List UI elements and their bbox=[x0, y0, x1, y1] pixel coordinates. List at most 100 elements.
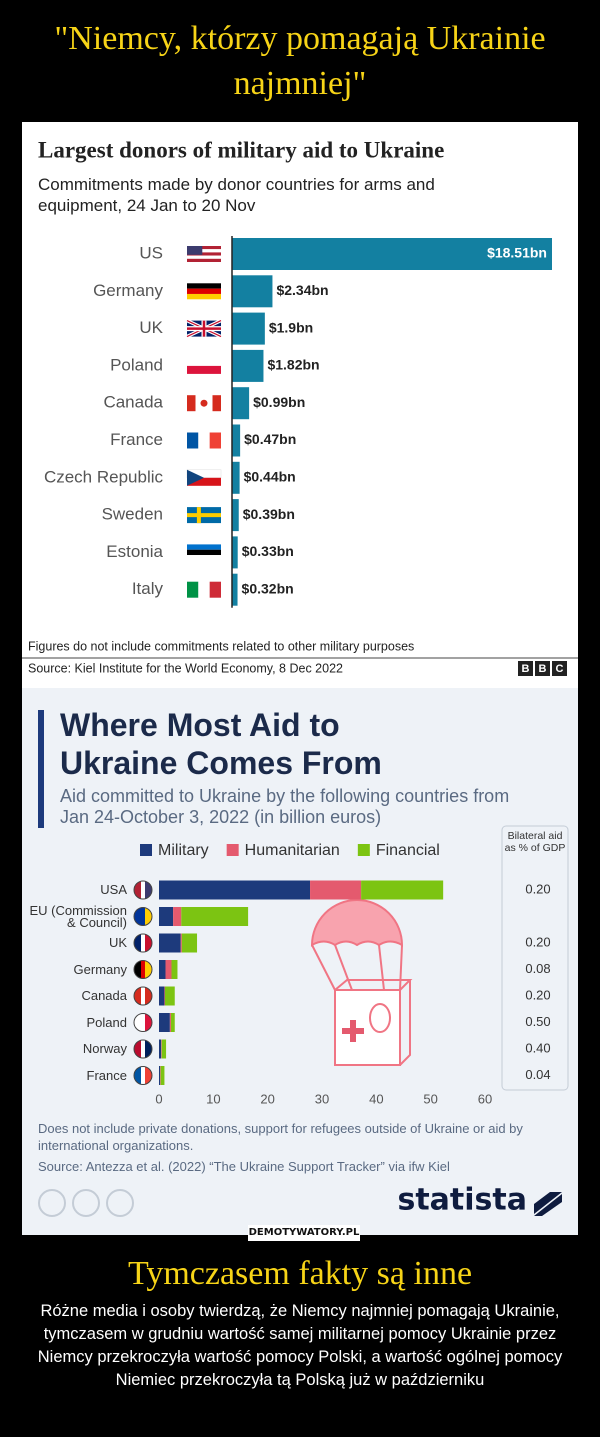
flag-stripe bbox=[187, 555, 221, 561]
bar bbox=[232, 238, 552, 270]
bar-segment bbox=[164, 986, 175, 1006]
value-label: $1.9bn bbox=[269, 319, 313, 335]
category-label: EU (Commission & Council) bbox=[29, 902, 127, 930]
value-label: $0.39bn bbox=[243, 506, 295, 522]
chart-source: Source: Kiel Institute for the World Eco… bbox=[28, 661, 343, 675]
bar bbox=[232, 536, 238, 569]
bar-segment bbox=[180, 933, 182, 953]
flag-stripe bbox=[209, 432, 221, 449]
bar bbox=[232, 387, 250, 420]
bar-segment bbox=[159, 1066, 161, 1085]
flag bbox=[134, 960, 143, 979]
flag bbox=[143, 934, 152, 952]
flag-cross bbox=[187, 507, 221, 524]
legend-label: Humanitarian bbox=[245, 842, 340, 859]
gdp-box bbox=[501, 825, 569, 1091]
bar-segment bbox=[173, 907, 182, 926]
bar-segment bbox=[181, 907, 249, 926]
logo-box bbox=[535, 661, 550, 676]
x-tick-label: 0 bbox=[155, 1091, 162, 1106]
category-label: France bbox=[86, 1067, 127, 1083]
footer-title: Tymczasem fakty są inne bbox=[127, 1255, 473, 1292]
flag-stripe bbox=[187, 432, 199, 449]
category-label: Estonia bbox=[106, 542, 163, 561]
flag-outline bbox=[133, 986, 153, 1006]
footer-text: Różne media i osoby twierdzą, że Niemcy … bbox=[37, 1302, 563, 1389]
flag-outline bbox=[133, 1013, 153, 1032]
flag-outline bbox=[133, 880, 153, 900]
flag-stripe bbox=[187, 395, 196, 412]
flag-stripe bbox=[212, 395, 221, 412]
bar-segment bbox=[165, 960, 172, 979]
gdp-value: 0.50 bbox=[525, 1014, 550, 1029]
flag bbox=[134, 1040, 143, 1058]
bar-segment bbox=[361, 880, 444, 900]
flag-outline bbox=[133, 933, 153, 953]
bar bbox=[232, 573, 238, 606]
gdp-value: 0.04 bbox=[525, 1067, 550, 1082]
category-label: Norway bbox=[82, 1041, 127, 1056]
legend-swatch bbox=[140, 844, 152, 856]
flag-outline bbox=[133, 1066, 153, 1085]
category-label: Germany bbox=[93, 281, 163, 300]
flag-outline bbox=[133, 960, 153, 979]
flag bbox=[143, 881, 152, 899]
flag bbox=[143, 1066, 152, 1085]
flag bbox=[134, 987, 143, 1005]
flag-stripe bbox=[204, 395, 213, 412]
flag-canton bbox=[187, 246, 203, 255]
flag bbox=[134, 881, 143, 899]
flag bbox=[143, 960, 152, 979]
x-tick-label: 10 bbox=[206, 1091, 220, 1106]
category-label: Czech Republic bbox=[44, 467, 164, 486]
flag bbox=[141, 907, 145, 926]
value-label: $0.44bn bbox=[244, 469, 296, 485]
logo-letter: B bbox=[522, 663, 530, 675]
value-label: $1.82bn bbox=[267, 357, 319, 373]
bar-segment bbox=[171, 960, 178, 979]
flag-stripe bbox=[187, 365, 221, 374]
bar-segment bbox=[159, 986, 165, 1006]
bar bbox=[232, 349, 264, 382]
flag bbox=[141, 934, 145, 952]
gdp-header: Bilateral aid as % of GDP bbox=[504, 830, 566, 854]
legend-label: Financial bbox=[376, 842, 440, 859]
category-label: Germany bbox=[73, 961, 127, 977]
flag bbox=[143, 1040, 152, 1058]
flag-stripe bbox=[187, 293, 221, 300]
legend-swatch bbox=[226, 844, 239, 856]
flag-triangle bbox=[187, 469, 204, 486]
bar-segment bbox=[164, 986, 165, 1006]
logo-letter: C bbox=[556, 663, 564, 675]
bar bbox=[232, 275, 273, 308]
by-icon bbox=[72, 1189, 100, 1217]
flag bbox=[141, 1013, 145, 1032]
value-label: $0.32bn bbox=[242, 580, 294, 596]
flag-stripe bbox=[187, 288, 221, 294]
category-label: Canada bbox=[103, 393, 163, 412]
flag-stripe bbox=[187, 544, 221, 550]
statista-icon bbox=[534, 1192, 562, 1216]
flag bbox=[141, 960, 145, 979]
bar-segment bbox=[159, 1013, 170, 1032]
category-label: USA bbox=[100, 882, 127, 897]
chart-subtitle: Aid committed to Ukraine by the followin… bbox=[60, 786, 510, 827]
chart-title: Largest donors of military aid to Ukrain… bbox=[38, 137, 444, 162]
bar-segment bbox=[161, 1039, 167, 1059]
bar-segment bbox=[181, 933, 198, 953]
flag-stripe bbox=[187, 252, 221, 256]
value-label: $18.51bn bbox=[487, 245, 547, 261]
bar-segment bbox=[159, 907, 174, 926]
flag-stripe bbox=[187, 249, 221, 253]
flag-stripe bbox=[187, 357, 221, 366]
legend-swatch bbox=[357, 844, 370, 856]
flag-stripe bbox=[187, 549, 221, 556]
flag bbox=[134, 1013, 143, 1032]
watermark: DEMOTYWATORY.PL bbox=[248, 1225, 360, 1241]
bar-segment bbox=[310, 880, 362, 900]
flag-stripe bbox=[187, 246, 221, 250]
flag-stripe bbox=[195, 395, 204, 412]
flag bbox=[141, 1040, 145, 1058]
x-tick-label: 30 bbox=[315, 1091, 329, 1106]
